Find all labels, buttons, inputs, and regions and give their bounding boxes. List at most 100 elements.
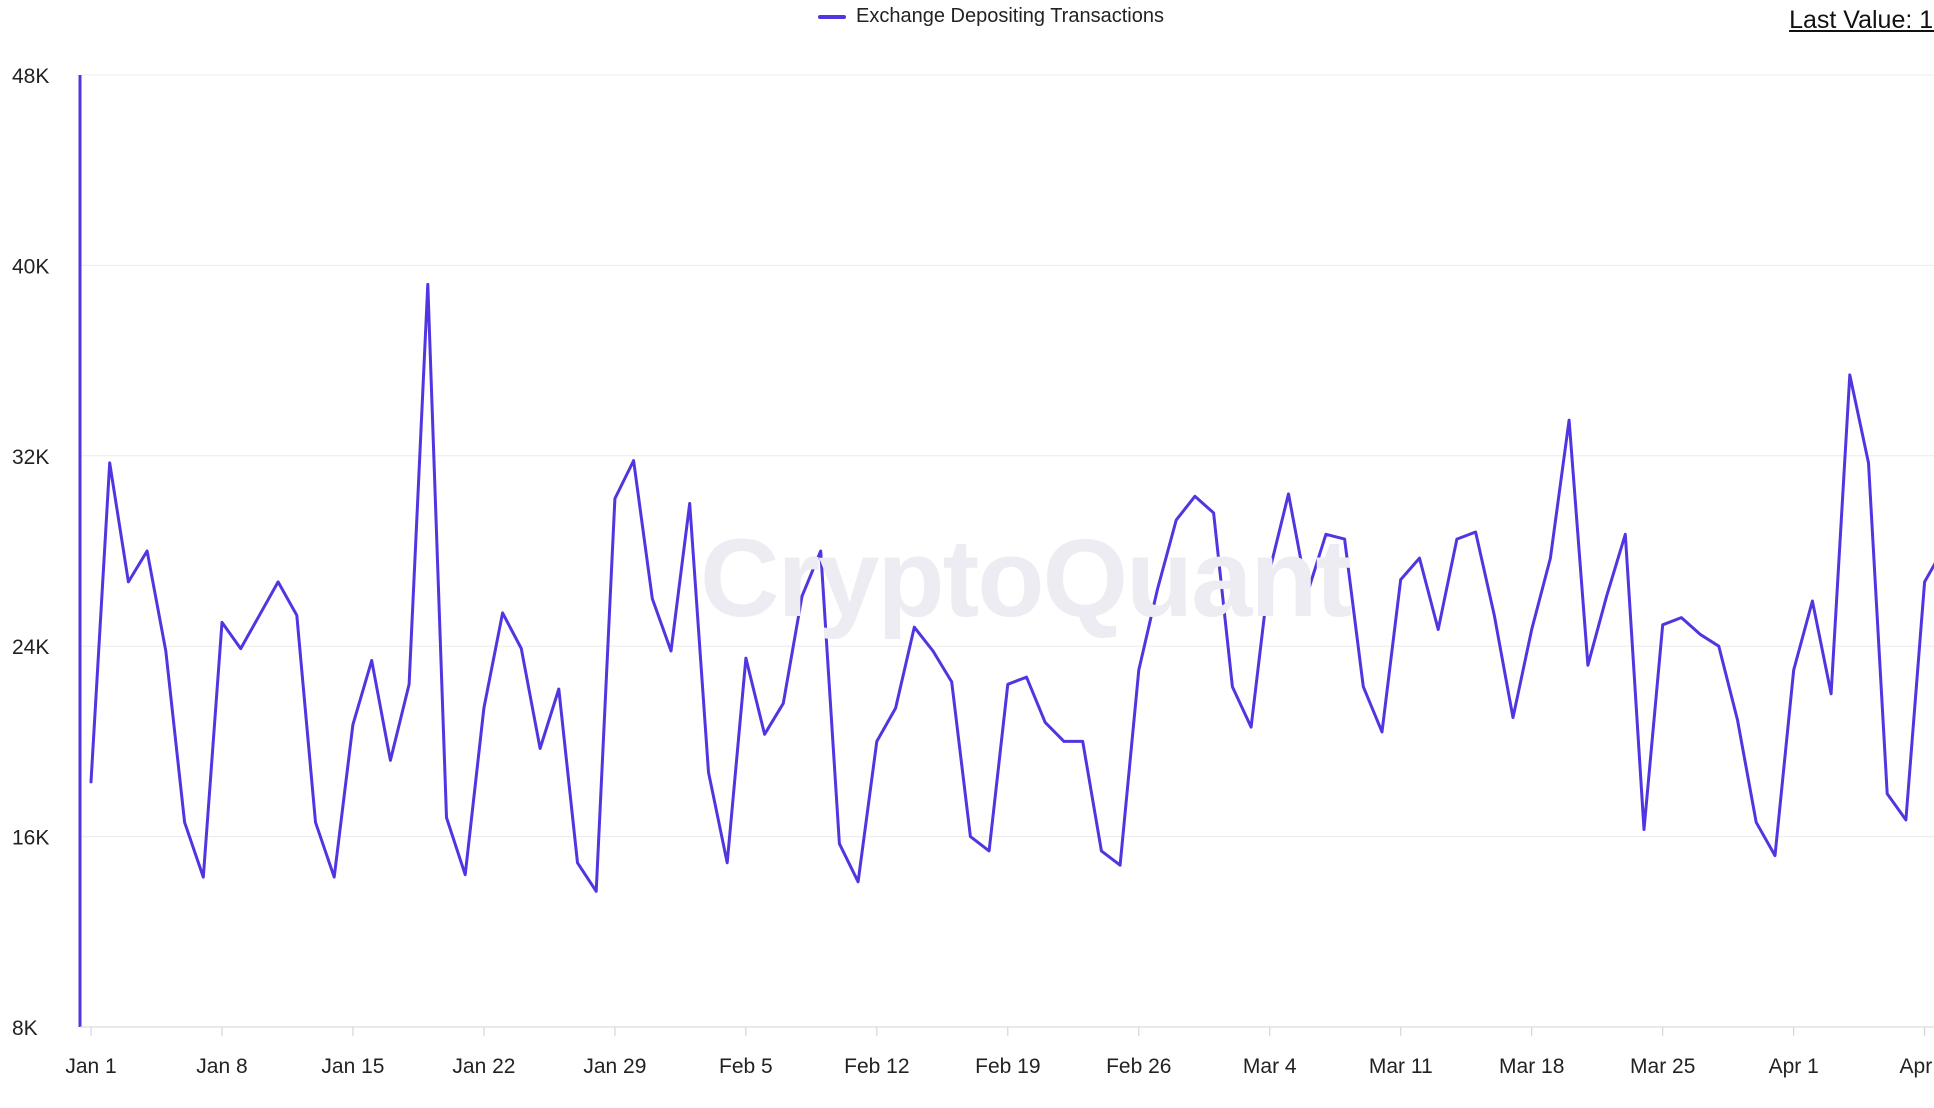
data-point[interactable] — [1530, 628, 1533, 631]
legend[interactable]: Exchange Depositing Transactions — [818, 5, 1164, 28]
data-point[interactable] — [1437, 628, 1440, 631]
data-point[interactable] — [1324, 533, 1327, 536]
data-point[interactable] — [838, 842, 841, 845]
data-point[interactable] — [801, 595, 804, 598]
data-point[interactable] — [1774, 854, 1777, 857]
data-point[interactable] — [539, 747, 542, 750]
data-point[interactable] — [1137, 669, 1140, 672]
data-point[interactable] — [1474, 531, 1477, 534]
data-point[interactable] — [408, 683, 411, 686]
data-point[interactable] — [1268, 569, 1271, 572]
data-point[interactable] — [557, 688, 560, 691]
data-point[interactable] — [950, 680, 953, 683]
data-point[interactable] — [1287, 492, 1290, 495]
data-point[interactable] — [913, 626, 916, 629]
data-point[interactable] — [221, 621, 224, 624]
data-point[interactable] — [1811, 600, 1814, 603]
data-point[interactable] — [1119, 864, 1122, 867]
data-point[interactable] — [707, 771, 710, 774]
data-point[interactable] — [370, 659, 373, 662]
data-point[interactable] — [1193, 495, 1196, 498]
data-point[interactable] — [1100, 849, 1103, 852]
data-point[interactable] — [389, 759, 392, 762]
data-point[interactable] — [1830, 692, 1833, 695]
data-point[interactable] — [1549, 557, 1552, 560]
data-point[interactable] — [1568, 419, 1571, 422]
data-point[interactable] — [1063, 740, 1066, 743]
data-point[interactable] — [613, 497, 616, 500]
data-point[interactable] — [1923, 580, 1926, 583]
data-point[interactable] — [595, 890, 598, 893]
data-point[interactable] — [1044, 721, 1047, 724]
data-point[interactable] — [333, 876, 336, 879]
data-point[interactable] — [1605, 595, 1608, 598]
data-point[interactable] — [1175, 519, 1178, 522]
data-point[interactable] — [651, 597, 654, 600]
data-point[interactable] — [1343, 538, 1346, 541]
data-point[interactable] — [1586, 664, 1589, 667]
data-point[interactable] — [576, 861, 579, 864]
data-point[interactable] — [482, 707, 485, 710]
data-point[interactable] — [445, 816, 448, 819]
data-point[interactable] — [164, 650, 167, 653]
data-point[interactable] — [1081, 740, 1084, 743]
data-point[interactable] — [857, 880, 860, 883]
data-point[interactable] — [763, 733, 766, 736]
data-point[interactable] — [90, 780, 93, 783]
data-point[interactable] — [875, 740, 878, 743]
data-point[interactable] — [1362, 685, 1365, 688]
data-point[interactable] — [464, 873, 467, 876]
data-point[interactable] — [988, 849, 991, 852]
data-point[interactable] — [1904, 818, 1907, 821]
data-point[interactable] — [258, 614, 261, 617]
data-point[interactable] — [1418, 557, 1421, 560]
data-point[interactable] — [932, 650, 935, 653]
data-point[interactable] — [277, 580, 280, 583]
data-point[interactable] — [239, 647, 242, 650]
data-point[interactable] — [819, 550, 822, 553]
data-point[interactable] — [1231, 685, 1234, 688]
data-point[interactable] — [314, 821, 317, 824]
data-point[interactable] — [1755, 821, 1758, 824]
data-point[interactable] — [127, 580, 130, 583]
data-point[interactable] — [969, 835, 972, 838]
data-point[interactable] — [894, 707, 897, 710]
data-point[interactable] — [108, 461, 111, 464]
data-point[interactable] — [670, 650, 673, 653]
data-point[interactable] — [1493, 614, 1496, 617]
data-point[interactable] — [1381, 730, 1384, 733]
data-point[interactable] — [1699, 633, 1702, 636]
data-point[interactable] — [1250, 726, 1253, 729]
data-point[interactable] — [688, 502, 691, 505]
data-point[interactable] — [1792, 669, 1795, 672]
data-point[interactable] — [501, 611, 504, 614]
data-point[interactable] — [1512, 716, 1515, 719]
data-point[interactable] — [1624, 533, 1627, 536]
data-point[interactable] — [1455, 538, 1458, 541]
data-point[interactable] — [1025, 676, 1028, 679]
data-point[interactable] — [520, 647, 523, 650]
data-point[interactable] — [1006, 683, 1009, 686]
data-point[interactable] — [1156, 588, 1159, 591]
data-point[interactable] — [1680, 616, 1683, 619]
data-point[interactable] — [744, 657, 747, 660]
data-point[interactable] — [1736, 719, 1739, 722]
data-point[interactable] — [1399, 578, 1402, 581]
data-point[interactable] — [782, 702, 785, 705]
data-point[interactable] — [1886, 792, 1889, 795]
data-point[interactable] — [1661, 623, 1664, 626]
data-point[interactable] — [351, 723, 354, 726]
data-point[interactable] — [295, 614, 298, 617]
data-point[interactable] — [1848, 373, 1851, 376]
series-line[interactable] — [91, 284, 1934, 891]
data-point[interactable] — [632, 459, 635, 462]
data-point[interactable] — [426, 283, 429, 286]
data-point[interactable] — [1212, 511, 1215, 514]
data-point[interactable] — [202, 876, 205, 879]
data-point[interactable] — [1643, 828, 1646, 831]
data-point[interactable] — [726, 861, 729, 864]
data-point[interactable] — [1306, 592, 1309, 595]
data-point[interactable] — [1867, 461, 1870, 464]
data-point[interactable] — [146, 550, 149, 553]
data-point[interactable] — [1717, 645, 1720, 648]
